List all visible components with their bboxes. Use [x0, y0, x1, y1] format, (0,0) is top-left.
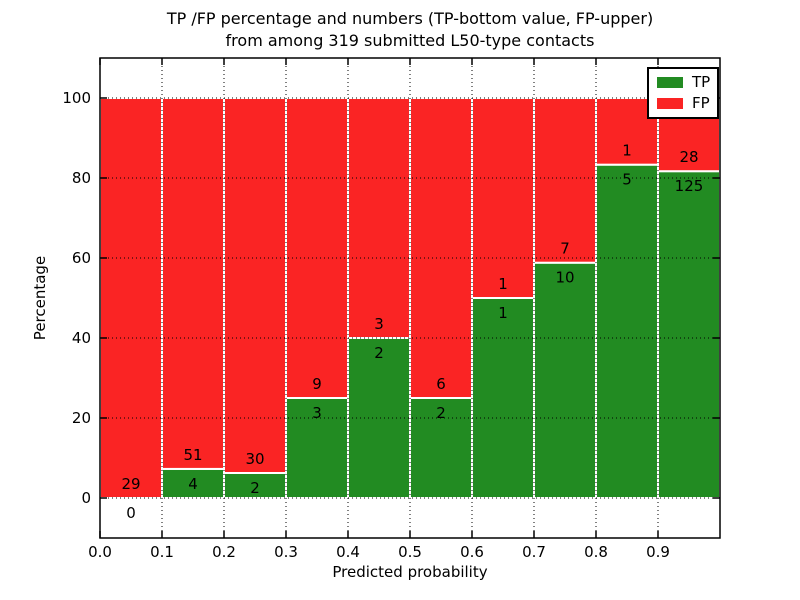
- x-tick-label: 0.9: [646, 543, 670, 561]
- tp-count-label: 10: [555, 269, 574, 287]
- y-tick-label: 40: [72, 329, 91, 347]
- x-tick-label: 0.0: [88, 543, 112, 561]
- chart-title: TP /FP percentage and numbers (TP-bottom…: [100, 8, 720, 52]
- y-tick-label: 20: [72, 409, 91, 427]
- chart-title-line1: TP /FP percentage and numbers (TP-bottom…: [166, 9, 654, 28]
- fp-count-label: 1: [622, 142, 632, 160]
- y-tick-label: 80: [72, 169, 91, 187]
- y-tick-label: 60: [72, 249, 91, 267]
- y-axis-label: Percentage: [31, 255, 50, 341]
- x-tick-label: 0.2: [212, 543, 236, 561]
- fp-count-label: 51: [183, 446, 202, 464]
- bar-tp-segment: [533, 261, 597, 499]
- tp-legend-label: TP: [692, 73, 711, 91]
- bar-fp-segment: [409, 97, 473, 399]
- tp-count-label: 1: [498, 304, 508, 322]
- fp-count-label: 9: [312, 375, 322, 393]
- tp-count-label: 4: [188, 475, 198, 493]
- bar-fp-segment: [223, 97, 287, 474]
- x-tick-label: 0.3: [274, 543, 298, 561]
- bar-tp-segment: [285, 397, 349, 499]
- x-tick-label: 0.1: [150, 543, 174, 561]
- fp-count-label: 28: [679, 148, 698, 166]
- fp-count-label: 30: [245, 450, 264, 468]
- legend: TP FP: [647, 67, 719, 119]
- fp-count-label: 7: [560, 240, 570, 258]
- bar-fp-segment: [347, 97, 411, 339]
- fp-legend-swatch: [657, 98, 683, 109]
- x-tick-label: 0.4: [336, 543, 360, 561]
- x-tick-label: 0.7: [522, 543, 546, 561]
- x-axis-label: Predicted probability: [332, 563, 488, 581]
- bar-tp-segment: [657, 170, 721, 500]
- fp-legend-label: FP: [692, 94, 710, 112]
- fp-count-label: 1: [498, 275, 508, 293]
- tp-count-label: 3: [312, 404, 322, 422]
- tp-count-label: 2: [436, 404, 446, 422]
- bar-fp-segment: [471, 97, 535, 299]
- chart-title-line2: from among 319 submitted L50-type contac…: [225, 31, 595, 50]
- tp-count-label: 5: [622, 171, 632, 189]
- bar-tp-segment: [595, 163, 659, 500]
- x-tick-label: 0.6: [460, 543, 484, 561]
- y-axis-label-box: Percentage: [28, 0, 52, 596]
- tp-count-label: 125: [675, 177, 704, 195]
- x-tick-label: 0.5: [398, 543, 422, 561]
- legend-entry-fp: FP: [657, 94, 710, 112]
- bar-fp-segment: [161, 97, 225, 470]
- legend-entry-tp: TP: [657, 73, 711, 91]
- tp-count-label: 2: [374, 344, 384, 362]
- fp-count-label: 6: [436, 375, 446, 393]
- x-tick-label: 0.8: [584, 543, 608, 561]
- y-tick-label: 100: [62, 89, 91, 107]
- bar-fp-segment: [285, 97, 349, 399]
- y-tick-label: 0: [81, 489, 91, 507]
- tp-count-label: 0: [126, 504, 136, 522]
- bar-fp-segment: [99, 97, 163, 499]
- bar-tp-segment: [471, 297, 535, 499]
- fp-count-label: 3: [374, 315, 384, 333]
- tp-legend-swatch: [657, 77, 683, 88]
- tp-count-label: 2: [250, 479, 260, 497]
- fp-count-label: 29: [121, 475, 140, 493]
- bar-tp-segment: [409, 397, 473, 499]
- bar-fp-segment: [533, 97, 597, 264]
